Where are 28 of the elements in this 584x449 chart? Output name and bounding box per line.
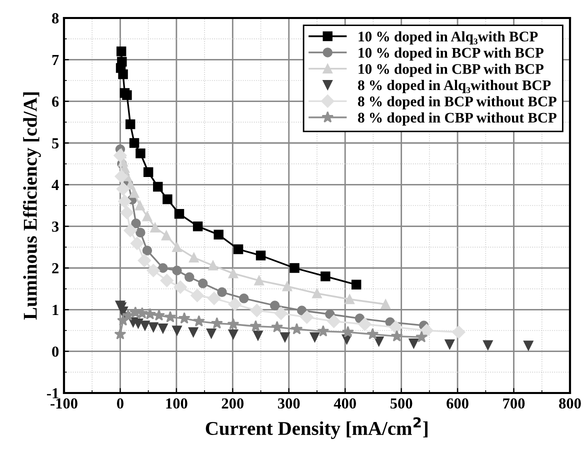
legend-label: 10 % doped in CBP with BCP <box>358 64 544 77</box>
y-tick-label: 7 <box>52 54 59 65</box>
x-tick-label: -100 <box>50 398 78 409</box>
x-tick-label: 800 <box>559 398 581 409</box>
y-tick-label: 3 <box>52 222 59 232</box>
x-tick-label: 700 <box>503 398 525 409</box>
y-axis-title: Luminous Efficiency [cd/A] <box>22 92 41 320</box>
x-tick-label: 400 <box>334 398 356 409</box>
legend-label: 10 % doped in Alq₃with BCP <box>358 31 538 44</box>
x-tick-label: 300 <box>278 398 300 409</box>
legend-label: 10 % doped in BCP with BCP <box>358 47 544 61</box>
x-tick-label: 500 <box>390 398 412 409</box>
x-axis-title: Current Density [mA/cm$^{2}$] <box>206 417 428 440</box>
x-tick-label: 200 <box>222 398 244 409</box>
y-tick-label: -1 <box>46 388 58 398</box>
y-tick-label: 8 <box>52 13 59 24</box>
y-tick-label: 1 <box>52 304 58 315</box>
x-tick-label: 0 <box>116 398 124 409</box>
legend-label: 8 % doped in BCP without BCP <box>358 96 556 110</box>
x-tick-label: 100 <box>166 398 188 409</box>
legend-label: 8 % doped in CBP without BCP <box>358 112 556 126</box>
legend-label: 8 % doped in Alq₃without BCP <box>358 80 551 94</box>
y-tick-label: 2 <box>52 263 58 274</box>
x-tick-label: 600 <box>446 398 468 409</box>
y-tick-label: 6 <box>52 96 59 107</box>
y-tick-label: 0 <box>52 346 59 357</box>
y-tick-label: 5 <box>52 138 59 148</box>
y-tick-label: 4 <box>52 180 59 190</box>
